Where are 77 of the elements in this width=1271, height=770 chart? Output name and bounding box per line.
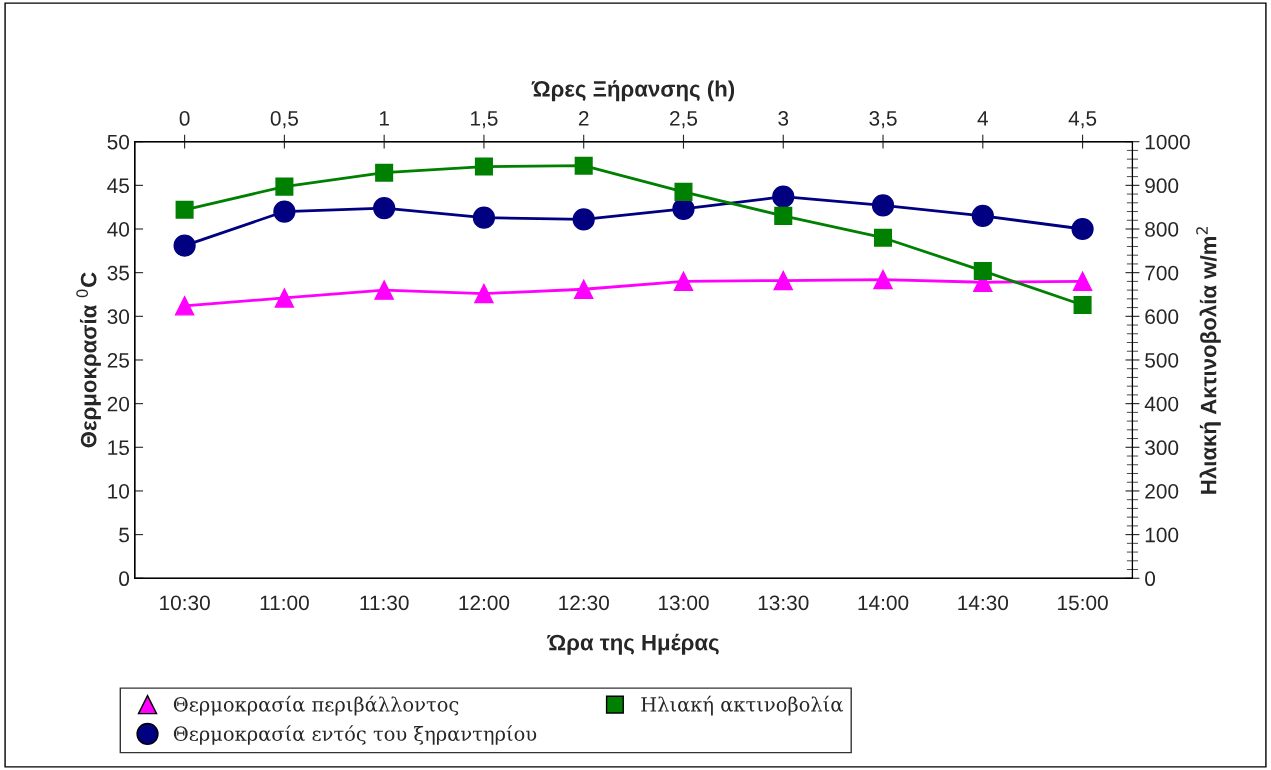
legend-label: Θερμοκρασία περιβάλλοντος — [173, 695, 459, 716]
x-tick-label: 10:30 — [160, 595, 210, 611]
y2-tick-label: 100 — [1145, 527, 1179, 543]
y2-tick-label: 200 — [1145, 483, 1179, 499]
point — [574, 156, 593, 175]
y2-tick-label: 600 — [1145, 309, 1179, 325]
legend-label: Ηλιακή ακτινοβολία — [641, 695, 843, 716]
point — [275, 177, 294, 196]
point — [374, 280, 394, 300]
x2-tick-label: 1,5 — [471, 111, 498, 129]
x2-tick-label: 4,5 — [1068, 111, 1097, 129]
point — [375, 163, 394, 182]
point — [873, 228, 893, 247]
y2-tick-label: 0 — [1145, 571, 1156, 587]
x2-tick-label: 0,5 — [270, 111, 298, 129]
x-tick-label: 13:30 — [758, 595, 809, 611]
x-tick-label: 15:00 — [1058, 595, 1108, 611]
x-tick-label: 12:30 — [559, 595, 609, 611]
x2-tick-label: 0 — [179, 111, 190, 126]
y-tick-label: 20 — [107, 396, 130, 412]
point — [472, 206, 496, 229]
point — [174, 296, 195, 316]
y2-tick-label: 500 — [1145, 352, 1179, 368]
point — [175, 200, 194, 219]
y-tick-label: 50 — [107, 134, 130, 150]
x2-tick-label: 1 — [379, 111, 389, 126]
point — [873, 269, 893, 290]
y-tick-label: 35 — [107, 265, 129, 281]
point — [273, 200, 296, 223]
point — [573, 279, 594, 299]
x2-tick-label: 3 — [778, 111, 789, 126]
point — [773, 270, 793, 291]
x-tick-label: 14:30 — [958, 595, 1009, 611]
point — [871, 194, 895, 217]
point — [572, 208, 595, 231]
y2-tick-label: 900 — [1145, 178, 1179, 194]
x2-tick-label: 3,5 — [869, 111, 897, 129]
y-tick-label: 0 — [119, 571, 130, 587]
point — [373, 196, 396, 220]
x-axis-title: Ώρα της Ημέρας — [547, 633, 719, 655]
x-tick-label: 12:00 — [459, 595, 510, 611]
point — [1073, 295, 1092, 314]
point — [673, 271, 694, 292]
point — [971, 204, 994, 228]
x-tick-label: 11:30 — [360, 595, 409, 611]
y2-tick-label: 400 — [1144, 396, 1179, 412]
point — [973, 261, 992, 280]
x-tick-label: 14:00 — [858, 595, 909, 611]
y-tick-label: 10 — [108, 483, 130, 499]
point — [474, 283, 494, 304]
point — [1071, 217, 1094, 241]
x-tick-label: 11:00 — [260, 595, 309, 611]
x-tick-label: 13:00 — [659, 595, 709, 611]
x2-tick-label: 2 — [578, 111, 589, 126]
y-tick-label: 25 — [107, 352, 129, 368]
point — [1072, 271, 1093, 292]
y2-tick-label: 1000 — [1145, 134, 1190, 150]
y-axis-title: Θερμοκρασία $^{0}$C — [76, 272, 101, 448]
y-tick-label: 45 — [107, 178, 129, 194]
y2-tick-label: 700 — [1145, 265, 1179, 281]
point — [474, 157, 493, 176]
y2-axis-title: Ηλιακή Ακτινοβολία w/m$^{2}$ — [1196, 227, 1221, 494]
point — [674, 182, 693, 201]
point — [173, 234, 196, 257]
y2-tick-label: 800 — [1145, 222, 1179, 237]
y-tick-label: 15 — [108, 440, 129, 456]
legend-label: Θερμοκρασία εντός του ξηραντηρίου — [173, 725, 537, 745]
y2-tick-label: 300 — [1145, 440, 1179, 456]
x2-tick-label: 2,5 — [670, 111, 698, 129]
x2-tick-label: 4 — [977, 111, 988, 126]
y-tick-label: 30 — [107, 309, 130, 325]
y-tick-label: 5 — [119, 527, 129, 543]
point — [774, 206, 793, 225]
point — [274, 288, 295, 308]
x2-axis-title: Ώρες Ξήρανσης (h) — [531, 80, 735, 102]
y-tick-label: 40 — [107, 222, 130, 237]
point — [772, 185, 795, 208]
